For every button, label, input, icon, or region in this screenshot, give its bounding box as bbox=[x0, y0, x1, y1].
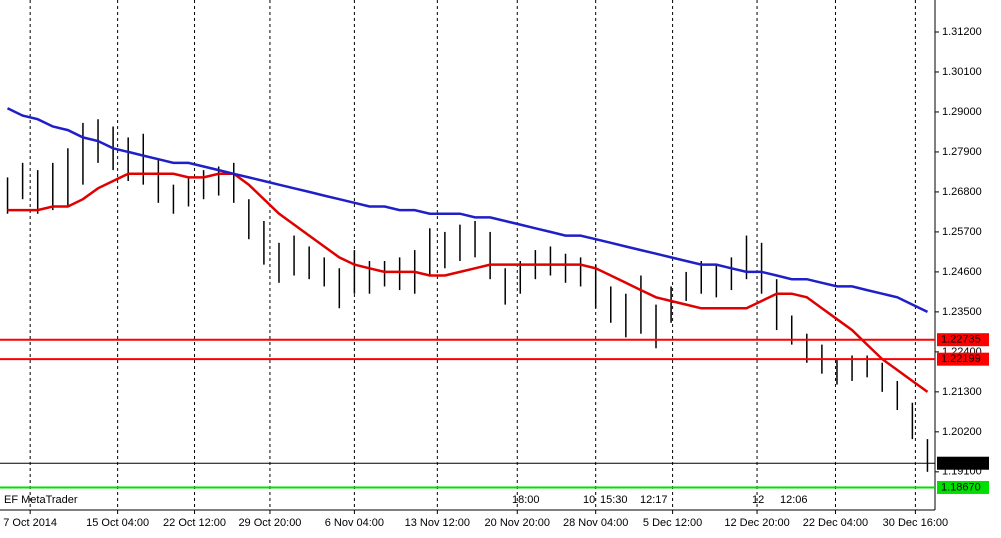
y-tick-label: 1.20200 bbox=[942, 426, 982, 438]
x-tick-label: 6 Nov 04:00 bbox=[325, 517, 384, 529]
y-tick-label: 1.23500 bbox=[942, 306, 982, 318]
price-level-tag bbox=[937, 456, 989, 470]
moving-average bbox=[6, 107, 929, 314]
overlay-label: 18:00 bbox=[512, 494, 540, 506]
x-tick-label: 13 Nov 12:00 bbox=[405, 517, 470, 529]
overlay-label: 12:06 bbox=[780, 494, 808, 506]
y-tick-label: 1.27900 bbox=[942, 146, 982, 158]
price-level-label: 1.19337 bbox=[941, 457, 981, 469]
x-tick-label: 20 Nov 20:00 bbox=[485, 517, 550, 529]
price-level-label: 1.22199 bbox=[941, 353, 981, 365]
x-tick-label: 29 Oct 20:00 bbox=[238, 517, 301, 529]
price-level-tag bbox=[937, 333, 989, 347]
moving-average bbox=[7, 172, 929, 393]
price-level-label: 1.18670 bbox=[941, 481, 981, 493]
x-tick-label: 15 Oct 04:00 bbox=[86, 517, 149, 529]
price-level-label: 1.22735 bbox=[941, 334, 981, 346]
x-tick-label: 28 Nov 04:00 bbox=[563, 517, 628, 529]
x-tick-label: 22 Dec 04:00 bbox=[803, 517, 868, 529]
y-tick-label: 1.24600 bbox=[942, 266, 982, 278]
overlay-label: 15:30 bbox=[600, 494, 628, 506]
x-tick-label: 30 Dec 16:00 bbox=[883, 517, 948, 529]
price-level-tag bbox=[937, 480, 989, 494]
overlay-label: 12 bbox=[752, 494, 764, 506]
x-tick-label: 5 Dec 12:00 bbox=[643, 517, 702, 529]
y-tick-label: 1.21300 bbox=[942, 386, 982, 398]
y-tick-label: 1.29000 bbox=[942, 106, 982, 118]
x-tick-label: 22 Oct 12:00 bbox=[163, 517, 226, 529]
y-tick-label: 1.30100 bbox=[942, 66, 982, 78]
x-tick-label: 7 Oct 2014 bbox=[3, 517, 57, 529]
y-tick-label: 1.31200 bbox=[942, 26, 982, 38]
overlay-label: 12:17 bbox=[640, 494, 668, 506]
price-level-tag bbox=[937, 352, 989, 366]
x-tick-label: 12 Dec 20:00 bbox=[724, 517, 789, 529]
y-tick-label: 1.26800 bbox=[942, 186, 982, 198]
overlay-label: EF MetaTrader bbox=[4, 494, 78, 506]
y-tick-label: 1.25700 bbox=[942, 226, 982, 238]
overlay-label: 10 bbox=[583, 494, 595, 506]
